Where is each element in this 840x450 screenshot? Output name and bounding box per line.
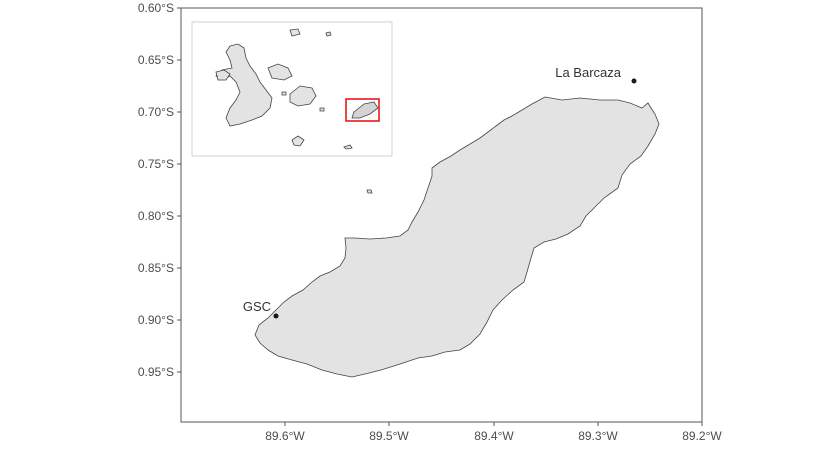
inset-island-santa-cruz bbox=[289, 85, 317, 107]
site-point-gsc bbox=[273, 313, 279, 319]
x-tick-label: 89.4°W bbox=[474, 429, 514, 443]
y-tick-label: 0.60°S bbox=[138, 1, 174, 15]
x-tick-label: 89.6°W bbox=[265, 429, 305, 443]
inset-border bbox=[191, 21, 393, 157]
islet bbox=[366, 189, 373, 194]
inset-island-san-cristobal bbox=[351, 101, 379, 119]
x-ticks bbox=[284, 422, 703, 426]
island-san-cristobal bbox=[254, 96, 660, 378]
x-tick-label: 89.2°W bbox=[682, 429, 722, 443]
y-tick-label: 0.75°S bbox=[138, 157, 174, 171]
y-tick-label: 0.80°S bbox=[138, 209, 174, 223]
inset-island-marchena bbox=[325, 31, 332, 37]
x-tick-label: 89.5°W bbox=[369, 429, 409, 443]
inset-map bbox=[191, 21, 393, 157]
y-ticks bbox=[177, 7, 181, 373]
inset-highlight-box bbox=[345, 98, 380, 122]
y-tick-label: 0.85°S bbox=[138, 261, 174, 275]
inset-island-santiago bbox=[267, 63, 293, 81]
inset-island-fernandina bbox=[215, 69, 231, 81]
site-label-gsc: GSC bbox=[243, 299, 271, 314]
y-tick-label: 0.65°S bbox=[138, 53, 174, 67]
inset-island-pinta bbox=[289, 28, 301, 37]
site-label-la-barcaza: La Barcaza bbox=[555, 65, 622, 80]
y-tick-label: 0.70°S bbox=[138, 105, 174, 119]
inset-island-floreana bbox=[291, 135, 305, 147]
x-tick-label: 89.3°W bbox=[578, 429, 618, 443]
inset-island-small-1 bbox=[319, 107, 325, 112]
inset-island-espanola bbox=[343, 144, 353, 150]
y-tick-label: 0.90°S bbox=[138, 313, 174, 327]
inset-island-small-2 bbox=[281, 91, 287, 96]
y-tick-label: 0.95°S bbox=[138, 365, 174, 379]
site-point-la-barcaza bbox=[631, 78, 637, 84]
